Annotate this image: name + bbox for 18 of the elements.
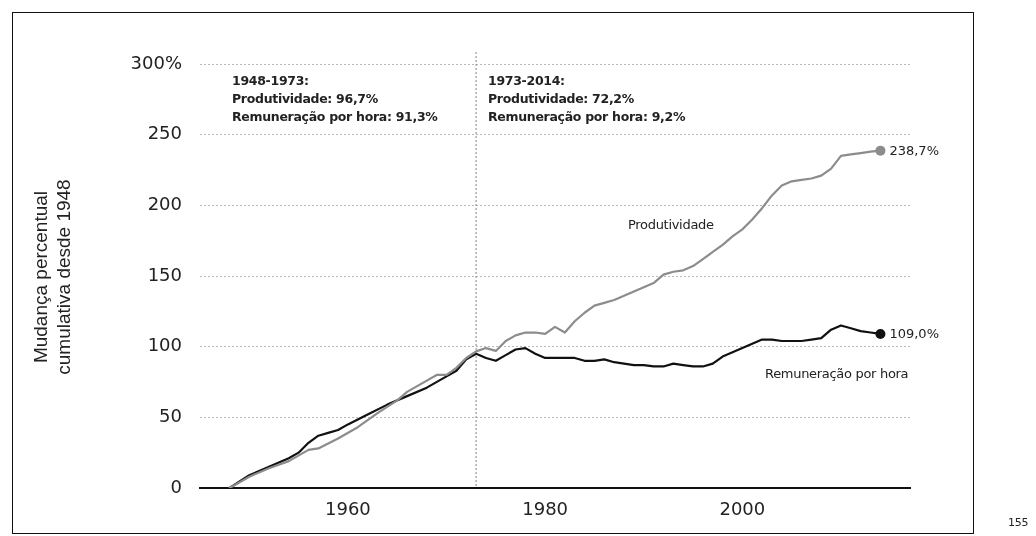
y-tick-label: 200 <box>147 193 182 215</box>
annotation: 1973-2014: Produtividade: 72,2% Remuneração por hora: 9,2% <box>488 72 686 126</box>
x-tick-label: 1960 <box>325 498 371 520</box>
y-tick-label: 100 <box>147 334 182 356</box>
y-tick-label: 50 <box>159 405 182 427</box>
text: 155 <box>1008 516 1029 529</box>
y-axis-title: Mudança percentual cumulativa desde 1948 <box>29 178 75 377</box>
series-label: Remuneração por hora <box>765 366 909 381</box>
y-tick-label: 0 <box>170 475 182 497</box>
data-label: 238,7% <box>889 143 939 159</box>
annotation: 1948-1973: Produtividade: 96,7% Remuneração por hora: 91,3% <box>232 72 438 126</box>
y-tick-label: 150 <box>147 263 182 285</box>
series-label: Produtividade <box>628 217 714 232</box>
data-label: 109,0% <box>889 326 939 342</box>
y-tick-label: 250 <box>147 122 182 144</box>
x-tick-label: 2000 <box>719 498 766 520</box>
y-tick-label: 300% <box>130 51 182 73</box>
x-tick-label: 1980 <box>522 498 569 520</box>
